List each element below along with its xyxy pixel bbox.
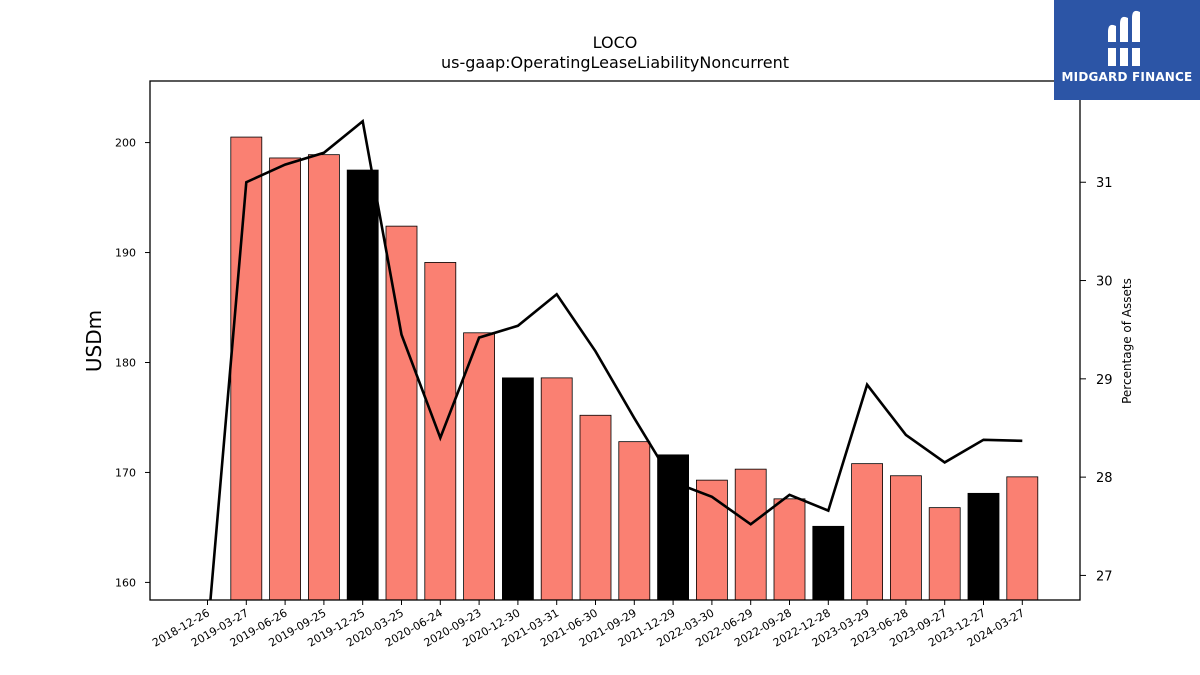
bar [385,225,418,601]
bar [696,479,728,601]
midgard-logo-icon [1106,10,1146,66]
bar [540,377,573,601]
bar [307,154,340,601]
y-tick-label: 160 [115,576,136,589]
bar [424,262,457,601]
y2-axis-label: Percentage of Assets [1120,278,1134,404]
y2-tick-label: 28 [1096,471,1113,486]
y2-tick-label: 31 [1096,176,1113,191]
bar [1006,476,1039,601]
bar [773,498,806,601]
bar [657,454,689,601]
bar [618,441,651,601]
y-tick-label: 170 [115,466,136,479]
chart-title: LOCO [593,33,638,52]
bar [269,157,302,601]
y2-tick-label: 29 [1096,373,1113,388]
chart-subtitle: us-gaap:OperatingLeaseLiabilityNoncurren… [441,53,789,72]
bar [928,507,961,601]
bar [230,136,263,601]
logo-text: MIDGARD FINANCE [1061,70,1193,84]
y-tick-label: 190 [115,247,136,260]
bar [579,414,612,601]
bar [890,475,922,601]
brand-logo: MIDGARD FINANCE [1054,0,1200,100]
y2-tick-label: 30 [1096,275,1113,290]
bar [463,332,496,601]
bar [967,492,1000,601]
y-tick-label: 200 [115,137,136,150]
bar [734,468,767,601]
percentage-line [209,118,1023,600]
bar [812,525,845,601]
bar [346,169,379,601]
bar [851,463,883,601]
plot-frame [149,80,1081,601]
bar [501,377,534,601]
y-tick-label: 180 [115,356,136,369]
y-axis-label: USDm [82,310,106,372]
y2-tick-label: 27 [1096,569,1113,584]
